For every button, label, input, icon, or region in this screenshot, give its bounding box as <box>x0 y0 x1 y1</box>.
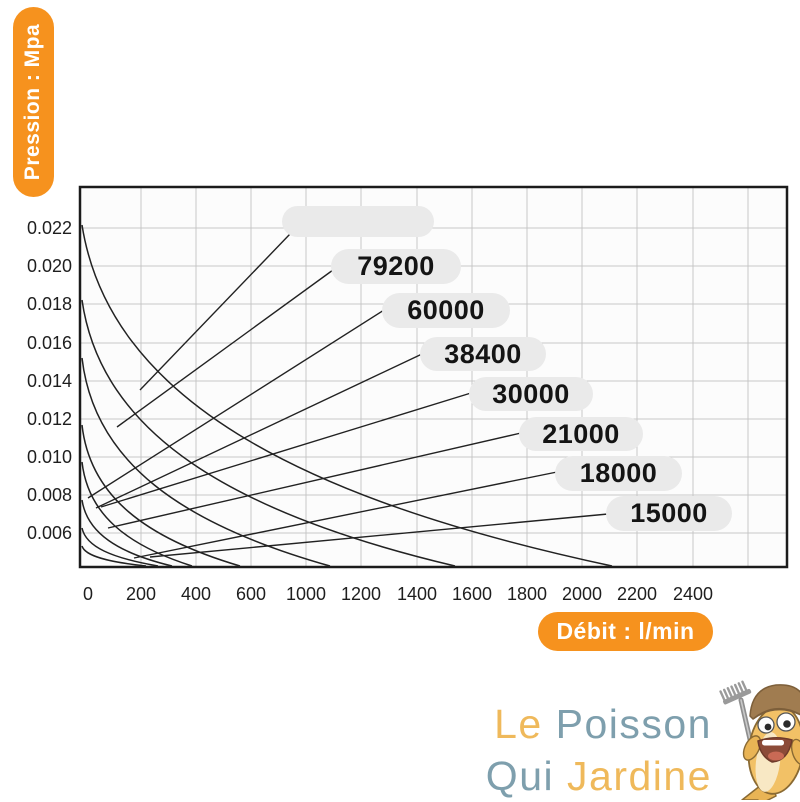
y-tick-0.012: 0.012 <box>26 409 72 429</box>
curve-label-79200: 79200 <box>331 249 461 284</box>
pump-curve-18000 <box>81 527 159 567</box>
logo-line-2: Qui Jardine <box>440 750 712 802</box>
leader-30000 <box>100 392 472 508</box>
grid-vertical-lines <box>140 187 749 567</box>
flow-axis-pill: Débit : l/min <box>538 612 713 651</box>
y-tick-0.010: 0.010 <box>26 447 72 467</box>
leader-38400 <box>95 353 423 509</box>
curve-label-15000: 15000 <box>606 496 732 531</box>
y-tick-0.006: 0.006 <box>26 523 72 543</box>
logo-word-jardine: Jardine <box>567 753 712 799</box>
leader-18000 <box>133 471 558 559</box>
x-tick-600: 600 <box>235 584 267 604</box>
pump-curve-38400 <box>81 424 241 567</box>
curve-label-18000: 18000 <box>555 456 682 491</box>
leader-60000 <box>87 309 385 499</box>
logo-line-1: Le Poisson <box>440 698 712 750</box>
curve-label-38400: 38400 <box>420 337 546 371</box>
x-tick-1400: 1400 <box>396 584 438 604</box>
y-tick-0.018: 0.018 <box>26 294 72 314</box>
x-tick-400: 400 <box>180 584 212 604</box>
pump-curve-60000 <box>81 357 331 567</box>
pump-curve-21000 <box>81 499 173 567</box>
pressure-axis-label: Pression : Mpa <box>21 23 45 181</box>
brand-logo: Le Poisson Qui Jardine <box>440 698 712 802</box>
leader-unlabeled <box>139 233 291 391</box>
leader-21000 <box>107 432 522 529</box>
x-tick-0: 0 <box>82 584 93 604</box>
curve-label-60000: 60000 <box>382 293 510 328</box>
curve-label-21000: 21000 <box>519 417 643 451</box>
leader-79200 <box>116 269 334 428</box>
logo-word-le: Le <box>494 701 543 747</box>
logo-word-qui: Qui <box>485 753 555 799</box>
mascot-fish <box>719 680 800 800</box>
x-tick-2000: 2000 <box>561 584 603 604</box>
x-tick-200: 200 <box>125 584 157 604</box>
curve-label-30000: 30000 <box>469 377 593 411</box>
pump-curve-30000 <box>81 461 193 567</box>
pressure-axis-pill: Pression : Mpa <box>13 7 54 197</box>
y-tick-0.014: 0.014 <box>26 371 72 391</box>
y-tick-0.008: 0.008 <box>26 485 72 505</box>
leader-15000 <box>149 513 609 558</box>
x-tick-1800: 1800 <box>506 584 548 604</box>
pump-curve-15000 <box>81 545 147 567</box>
flow-axis-label: Débit : l/min <box>556 618 695 644</box>
y-tick-0.020: 0.020 <box>26 256 72 276</box>
y-tick-0.022: 0.022 <box>26 218 72 238</box>
y-tick-0.016: 0.016 <box>26 333 72 353</box>
x-tick-1000: 1000 <box>285 584 327 604</box>
x-tick-2400: 2400 <box>672 584 714 604</box>
x-tick-1600: 1600 <box>451 584 493 604</box>
pump-curve-unlabeled <box>81 224 613 567</box>
curve-label-unlabeled <box>282 206 434 237</box>
plot-border <box>78 185 789 569</box>
x-tick-2200: 2200 <box>616 584 658 604</box>
x-tick-1200: 1200 <box>340 584 382 604</box>
logo-word-poisson: Poisson <box>555 701 712 747</box>
